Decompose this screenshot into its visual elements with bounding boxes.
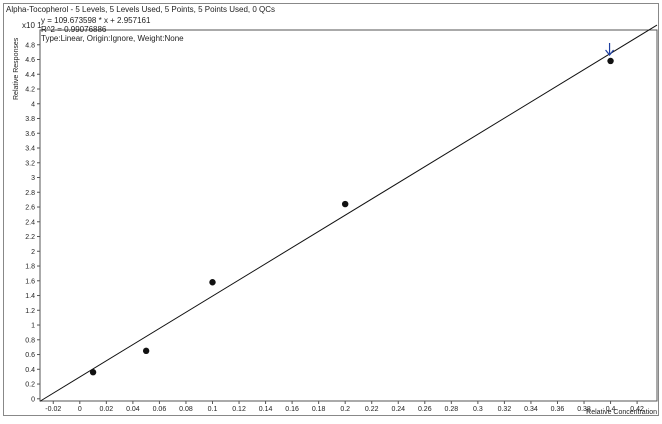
x-tick-label: 0.04 (126, 406, 140, 413)
y-tick-label: 1.8 (25, 264, 35, 271)
y-tick-label: 1.2 (25, 308, 35, 315)
y-tick-label: 2.2 (25, 234, 35, 241)
data-point (142, 347, 150, 355)
x-tick-label: 0.08 (179, 406, 193, 413)
y-tick-label: 4.8 (25, 42, 35, 49)
x-tick-label: 0.22 (365, 406, 379, 413)
data-point (89, 369, 97, 376)
x-tick-label: 0.02 (100, 406, 114, 413)
chart-title: Alpha-Tocopherol - 5 Levels, 5 Levels Us… (6, 5, 275, 14)
x-tick-label: 0.32 (498, 406, 512, 413)
plot-area-frame (39, 29, 658, 402)
data-point (209, 279, 216, 286)
data-points (89, 57, 614, 376)
fit-line (39, 24, 658, 402)
y-tick-label: 3.2 (25, 160, 35, 167)
x-tick-label: 0.18 (312, 406, 326, 413)
r-squared: R^2 = 0.99076886 (41, 25, 107, 34)
y-tick-label: 0.2 (25, 382, 35, 389)
x-tick-label: 0.24 (391, 406, 405, 413)
y-axis-label: Relative Responses (13, 37, 20, 100)
x-tick-label: 0.06 (153, 406, 167, 413)
y-tick-label: 0.6 (25, 352, 35, 359)
y-tick-label: 3 (31, 175, 35, 182)
y-tick-label: 1.6 (25, 278, 35, 285)
fit-line-group (39, 24, 658, 402)
x-tick-label: 0.4 (606, 406, 616, 413)
x-tick-label: 0.2 (340, 406, 350, 413)
y-tick-label: 4.2 (25, 87, 35, 94)
data-point (341, 200, 349, 208)
fit-equation: y = 109.673598 * x + 2.957161 (41, 16, 151, 25)
x-tick-label: 0.12 (232, 406, 246, 413)
data-point (607, 57, 614, 65)
y-tick-label: 2.8 (25, 190, 35, 197)
outer-frame (3, 3, 659, 416)
y-tick-label: 4.6 (25, 57, 35, 64)
y-tick-label: 3.8 (25, 116, 35, 123)
y-tick-label: 1.4 (25, 293, 35, 300)
x-axis-ticks: -0.02 0 0.02 0.04 0.06 0.08 0.1 0.12 0.14 0.16 0.1… (45, 401, 644, 413)
x-axis-label: Relative Concentration (586, 409, 657, 416)
y-tick-label: 0.8 (25, 337, 35, 344)
x-tick-label: 0 (78, 406, 82, 413)
x-tick-label: 0.28 (445, 406, 459, 413)
x-tick-label: 0.42 (630, 406, 644, 413)
y-tick-label: 4 (31, 101, 35, 108)
x-tick-label: 0.26 (418, 406, 432, 413)
x-tick-label: 0.14 (259, 406, 273, 413)
y-tick-label: 2.6 (25, 205, 35, 212)
y-tick-label: 1 (31, 323, 35, 330)
y-tick-label: 3.6 (25, 131, 35, 138)
y-tick-label: 0 (31, 396, 35, 403)
x-tick-label: -0.02 (45, 406, 61, 413)
y-tick-label: 2.4 (25, 219, 35, 226)
y-tick-label: 3.4 (25, 146, 35, 153)
y-tick-label: 0.4 (25, 367, 35, 374)
fit-info: Type:Linear, Origin:Ignore, Weight:None (41, 34, 184, 43)
y-tick-label: 4.4 (25, 72, 35, 79)
x-tick-label: 0.38 (577, 406, 591, 413)
x-tick-label: 0.34 (524, 406, 538, 413)
y-multiplier: x10 1 (22, 21, 42, 30)
x-tick-label: 0.1 (208, 406, 218, 413)
y-tick-label: 2 (31, 249, 35, 256)
x-tick-label: 0.3 (473, 406, 483, 413)
x-tick-label: 0.16 (285, 406, 299, 413)
y-axis-ticks: 0 0.2 0.4 0.6 0.8 1 1.2 1.4 1.6 1.8 2 2.2 2.4 2.6 2.8 3… (25, 42, 40, 403)
highlight-arrow-head (605, 49, 615, 56)
highlight-marker-group (605, 42, 615, 56)
x-tick-label: 0.36 (551, 406, 565, 413)
